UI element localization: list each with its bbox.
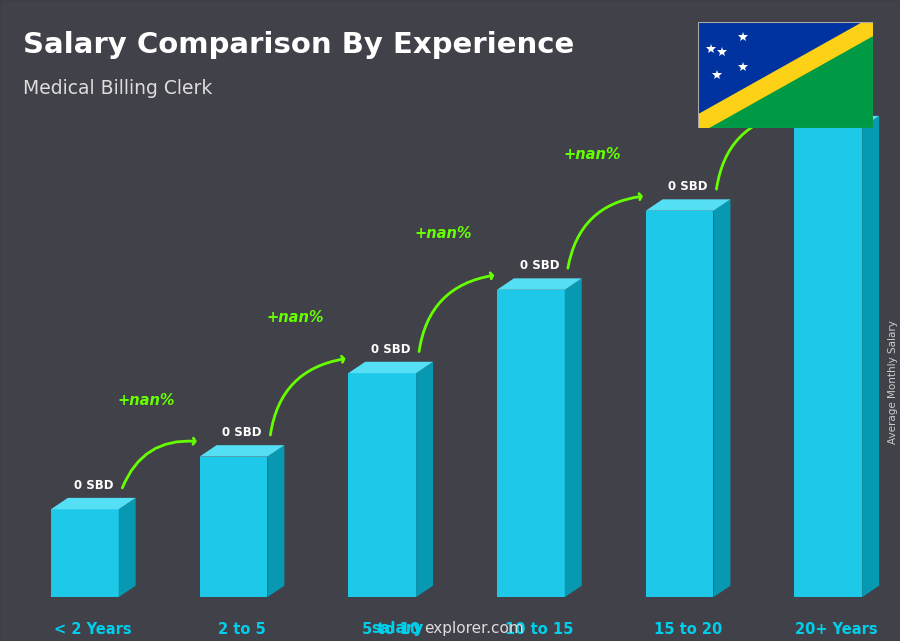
Text: Average Monthly Salary: Average Monthly Salary [888,320,898,444]
Text: salary: salary [372,620,424,636]
Text: explorer.com: explorer.com [424,620,524,636]
Bar [497,290,565,597]
Text: +nan%: +nan% [563,147,621,162]
Text: +nan%: +nan% [117,394,175,408]
Polygon shape [416,362,433,597]
Polygon shape [348,362,433,373]
Polygon shape [795,116,879,128]
Polygon shape [698,22,873,128]
Text: 0 SBD: 0 SBD [817,97,857,110]
Text: 0 SBD: 0 SBD [669,180,707,193]
Polygon shape [200,445,284,456]
Text: 20+ Years: 20+ Years [796,622,878,637]
Bar [348,373,416,597]
Polygon shape [698,22,873,128]
Text: +nan%: +nan% [415,226,473,242]
Text: 0 SBD: 0 SBD [74,479,113,492]
Polygon shape [51,498,136,510]
Text: Medical Billing Clerk: Medical Billing Clerk [23,79,213,98]
Text: 10 to 15: 10 to 15 [505,622,573,637]
Text: 5 to 10: 5 to 10 [362,622,419,637]
Text: +nan%: +nan% [712,64,769,79]
Polygon shape [497,278,581,290]
Bar [795,128,862,597]
Text: +nan%: +nan% [266,310,323,325]
Bar [645,211,714,597]
Bar [200,456,267,597]
Text: 2 to 5: 2 to 5 [218,622,266,637]
Polygon shape [565,278,581,597]
Polygon shape [698,22,873,128]
Text: 0 SBD: 0 SBD [371,343,410,356]
Polygon shape [119,498,136,597]
Text: Salary Comparison By Experience: Salary Comparison By Experience [23,31,575,59]
Polygon shape [645,199,731,211]
Polygon shape [267,445,284,597]
Text: 0 SBD: 0 SBD [222,426,262,439]
Polygon shape [862,116,879,597]
Text: 15 to 20: 15 to 20 [654,622,722,637]
Polygon shape [714,199,731,597]
Text: < 2 Years: < 2 Years [54,622,132,637]
Bar [51,510,119,597]
Text: 0 SBD: 0 SBD [519,259,559,272]
